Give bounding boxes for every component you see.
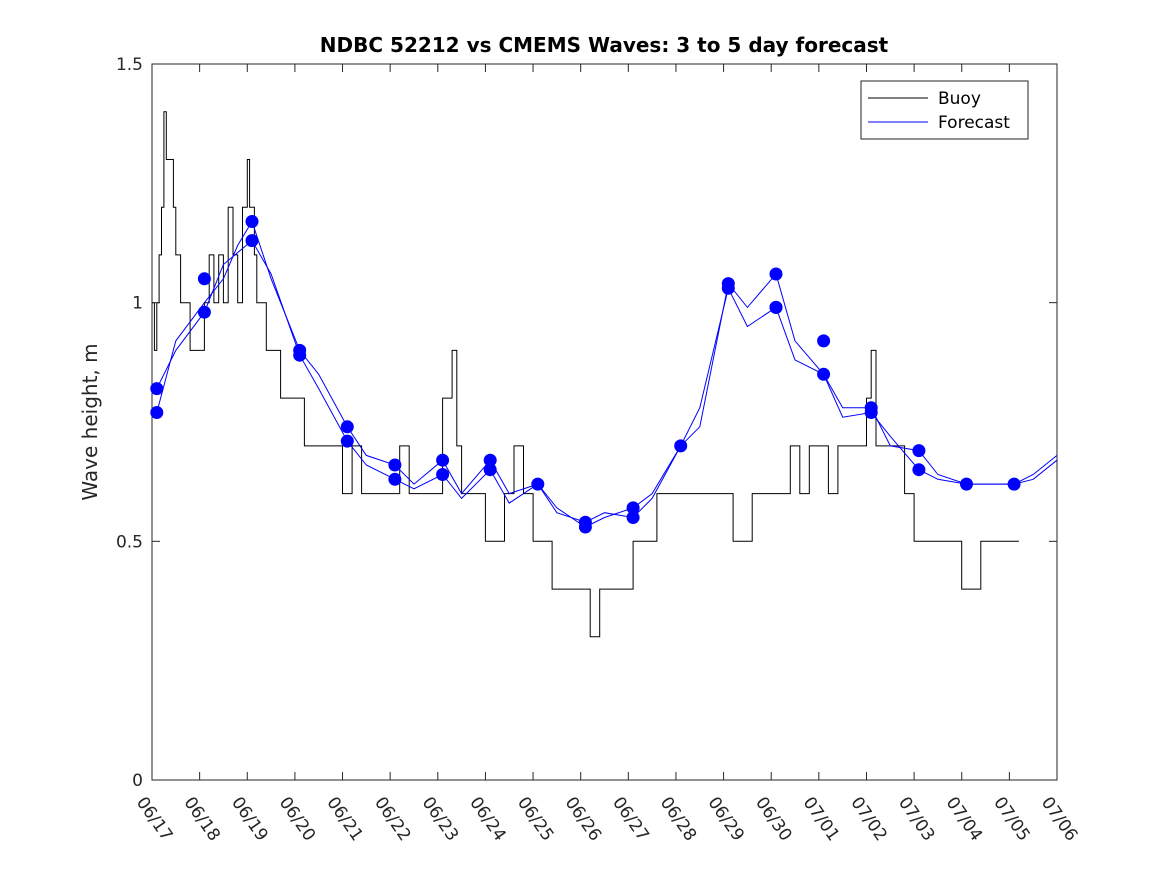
y-tick-label: 0 bbox=[132, 771, 143, 791]
forecast-marker bbox=[721, 281, 735, 295]
chart-title: NDBC 52212 vs CMEMS Waves: 3 to 5 day fo… bbox=[320, 33, 889, 57]
forecast-marker bbox=[388, 458, 402, 472]
forecast-marker bbox=[817, 367, 831, 381]
forecast-marker bbox=[340, 434, 354, 448]
series-line-buoy-0 bbox=[152, 111, 1019, 638]
forecast-marker bbox=[340, 420, 354, 434]
forecast-marker bbox=[388, 472, 402, 486]
forecast-marker bbox=[674, 439, 688, 453]
forecast-marker bbox=[483, 453, 497, 467]
forecast-marker bbox=[197, 305, 211, 319]
forecast-marker bbox=[1007, 477, 1021, 491]
legend-label-forecast: Forecast bbox=[938, 113, 1010, 133]
y-axis-label: Wave height, m bbox=[78, 343, 102, 500]
forecast-marker bbox=[197, 272, 211, 286]
forecast-marker bbox=[626, 511, 640, 524]
forecast-marker bbox=[769, 267, 783, 281]
forecast-marker bbox=[912, 463, 926, 477]
forecast-marker bbox=[769, 300, 783, 314]
forecast-marker bbox=[960, 477, 973, 491]
data-layer bbox=[150, 111, 1058, 638]
forecast-marker bbox=[436, 468, 450, 481]
forecast-marker bbox=[626, 501, 640, 515]
forecast-marker bbox=[912, 444, 926, 458]
y-tick-label: 1 bbox=[132, 294, 143, 314]
forecast-marker bbox=[531, 477, 545, 491]
forecast-marker bbox=[245, 215, 259, 228]
legend-label-buoy: Buoy bbox=[938, 89, 981, 109]
forecast-marker bbox=[436, 453, 450, 467]
legend: Buoy Forecast bbox=[860, 80, 1029, 140]
forecast-marker bbox=[293, 348, 307, 362]
legend-box bbox=[860, 80, 1029, 140]
series-line-forecast-2 bbox=[156, 239, 1058, 523]
forecast-marker bbox=[150, 382, 164, 396]
forecast-marker bbox=[483, 463, 497, 477]
y-tick-label: 0.5 bbox=[116, 532, 143, 552]
plot-area bbox=[151, 63, 1058, 781]
forecast-marker bbox=[817, 334, 831, 348]
forecast-marker bbox=[150, 406, 164, 419]
forecast-marker bbox=[578, 520, 592, 534]
forecast-marker bbox=[245, 234, 259, 248]
forecast-marker bbox=[864, 406, 878, 419]
y-tick-label: 1.5 bbox=[116, 55, 143, 75]
